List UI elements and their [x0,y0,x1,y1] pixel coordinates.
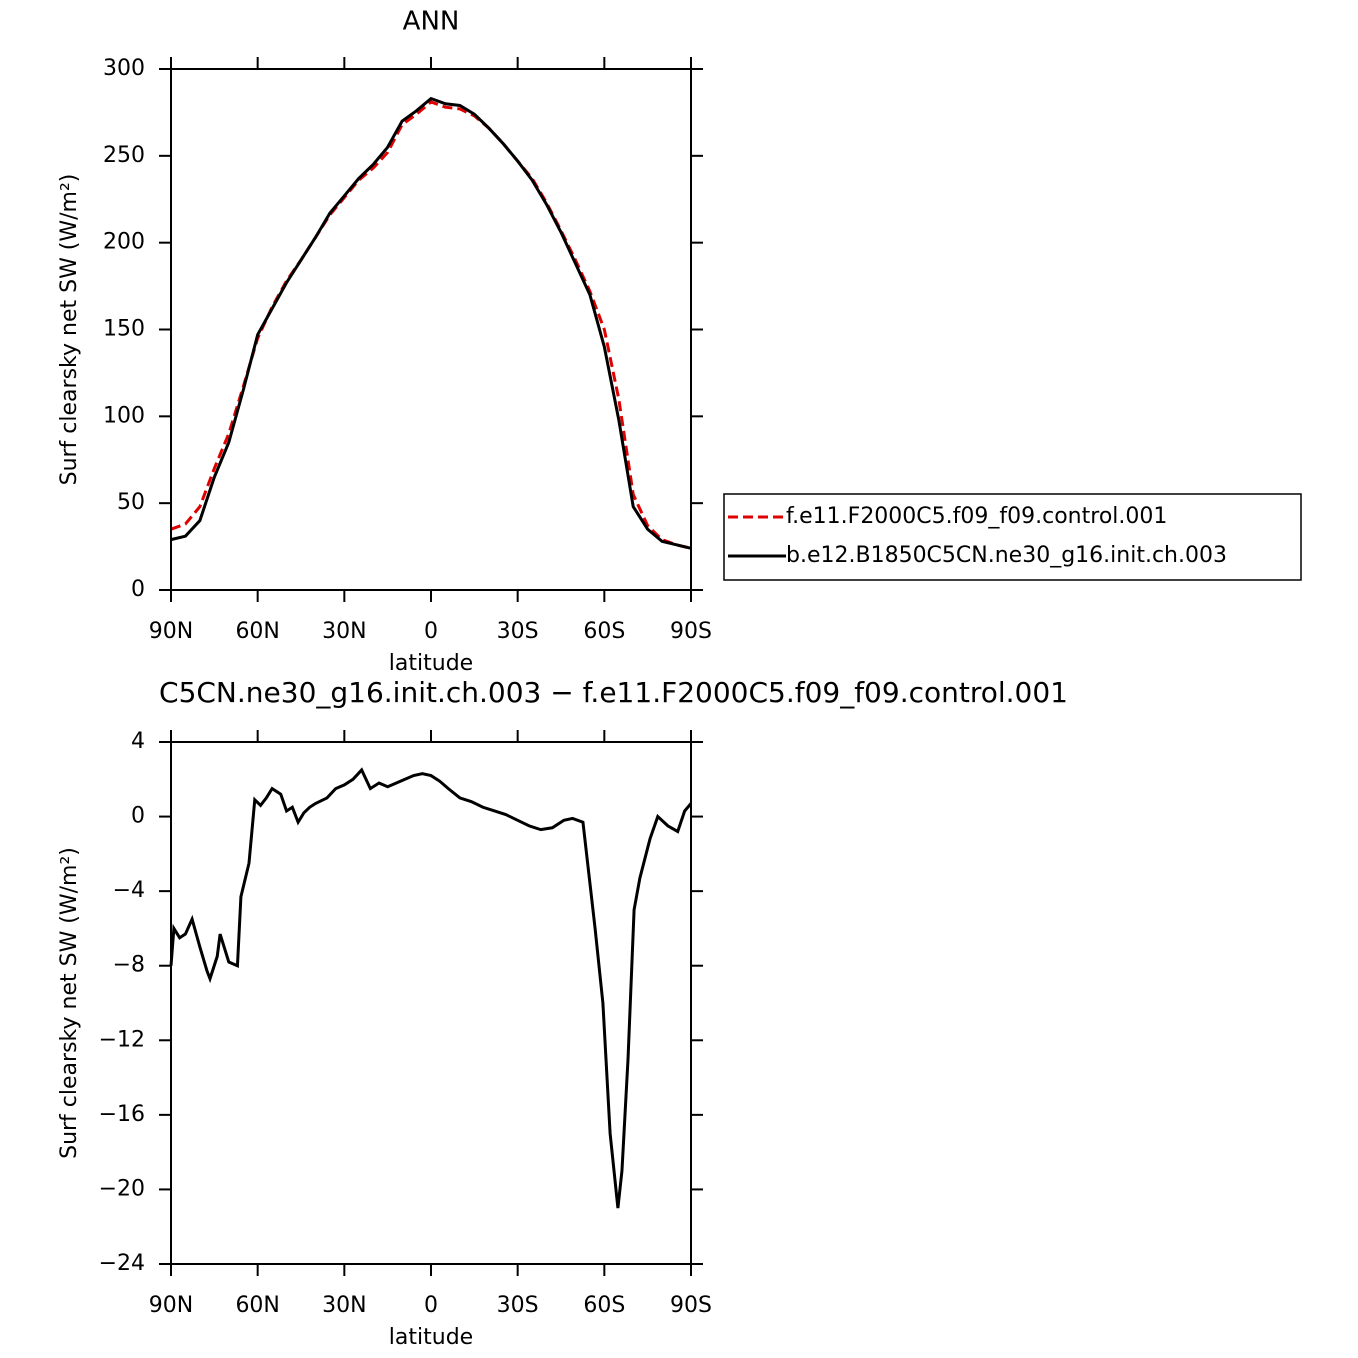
x-tick-label: 90N [149,619,193,644]
x-tick-label: 90N [149,1293,193,1318]
x-tick-label: 0 [424,619,438,644]
x-tick-label: 30N [322,619,366,644]
x-tick-label: 30N [322,1293,366,1318]
x-axis-label: latitude [389,651,473,676]
data-line [170,96,692,550]
y-tick-label: 100 [103,403,145,428]
x-tick-label: 90S [670,1293,712,1318]
y-axis-label: Surf clearsky net SW (W/m²) [57,174,82,486]
x-tick-label: 30S [497,1293,539,1318]
x-tick-label: 60S [583,1293,625,1318]
y-tick-label: 0 [131,577,145,602]
y-tick-label: 150 [103,317,145,342]
y-tick-label: −24 [99,1251,145,1276]
legend-label: f.e11.F2000C5.f09_f09.control.001 [786,504,1167,529]
plot-frame [170,68,692,591]
y-tick-label: 300 [103,56,145,81]
chart-title: ANN [403,7,460,37]
x-tick-label: 60N [235,619,279,644]
y-tick-label: 250 [103,143,145,168]
y-tick-label: −16 [99,1102,145,1127]
y-tick-label: −20 [99,1176,145,1201]
x-axis-label: latitude [389,1325,473,1350]
y-tick-label: −4 [113,878,145,903]
x-tick-label: 30S [497,619,539,644]
data-line [170,100,692,550]
plot-frame [170,741,692,1265]
data-line [169,767,693,1209]
y-tick-label: −8 [113,953,145,978]
legend-label: b.e12.B1850C5CN.ne30_g16.init.ch.003 [786,543,1227,568]
y-axis-label: Surf clearsky net SW (W/m²) [57,847,82,1159]
x-tick-label: 60N [235,1293,279,1318]
y-tick-label: 50 [117,490,145,515]
y-tick-label: 200 [103,230,145,255]
y-tick-label: 0 [131,804,145,829]
legend-box [723,493,1302,581]
y-tick-label: −12 [99,1027,145,1052]
y-tick-label: 4 [131,729,145,754]
chart-title: C5CN.ne30_g16.init.ch.003 − f.e11.F2000C… [159,676,1068,709]
x-tick-label: 60S [583,619,625,644]
x-tick-label: 0 [424,1293,438,1318]
x-tick-label: 90S [670,619,712,644]
